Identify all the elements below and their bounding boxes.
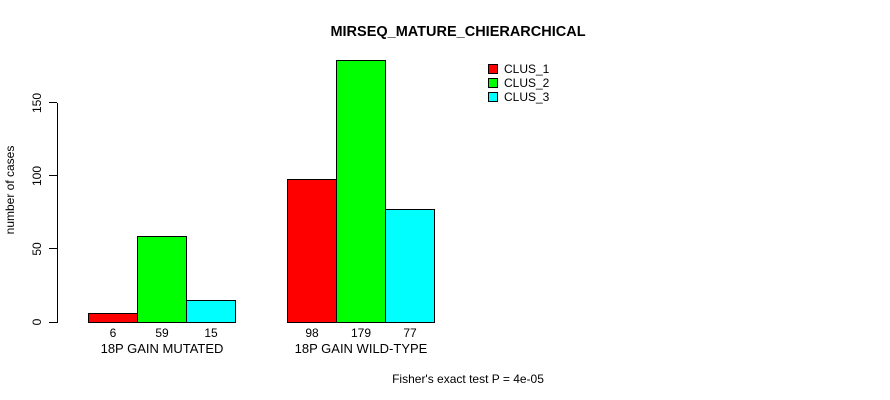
y-axis-tick [49, 248, 57, 250]
category-label: 18P GAIN MUTATED [100, 341, 224, 356]
category-label: 18P GAIN WILD-TYPE [294, 341, 428, 356]
bar-clus-1-18p-gain-mutated [88, 313, 138, 323]
legend-item-clus-1: CLUS_1 [488, 62, 549, 76]
legend-item-clus-3: CLUS_3 [488, 90, 549, 104]
y-axis-tick [49, 175, 57, 177]
legend: CLUS_1 CLUS_2 CLUS_3 [488, 62, 549, 104]
bar-clus-3-18p-gain-mutated [186, 300, 236, 323]
legend-label: CLUS_2 [504, 76, 550, 90]
y-axis-tick-label: 0 [30, 318, 44, 326]
bar-clus-3-18p-gain-wild-type [385, 209, 435, 323]
annotation-text: Fisher's exact test P = 4e-05 [392, 372, 544, 386]
legend-item-clus-2: CLUS_2 [488, 76, 549, 90]
bar-value-label: 77 [403, 326, 417, 340]
bar-value-label: 6 [109, 326, 117, 340]
bar-clus-2-18p-gain-mutated [137, 235, 187, 323]
bar-value-label: 179 [350, 326, 372, 340]
chart-title: MIRSEQ_MATURE_CHIERARCHICAL [330, 24, 586, 40]
legend-color-swatch [488, 92, 498, 102]
y-axis-tick [49, 321, 57, 323]
legend-label: CLUS_1 [504, 62, 550, 76]
y-axis-tick-label: 50 [30, 242, 44, 256]
y-axis-label: number of cases [3, 145, 17, 235]
bar-value-label: 15 [204, 326, 218, 340]
legend-color-swatch [488, 64, 498, 74]
y-axis-tick [49, 102, 57, 104]
legend-color-swatch [488, 78, 498, 88]
bar-value-label: 59 [155, 326, 169, 340]
legend-label: CLUS_3 [504, 90, 550, 104]
bar-value-label: 98 [305, 326, 319, 340]
y-axis-line [57, 102, 58, 323]
y-axis-tick-label: 100 [30, 165, 44, 186]
bar-clus-2-18p-gain-wild-type [336, 60, 386, 323]
y-axis-tick-label: 150 [30, 92, 44, 113]
bar-clus-1-18p-gain-wild-type [287, 178, 337, 323]
